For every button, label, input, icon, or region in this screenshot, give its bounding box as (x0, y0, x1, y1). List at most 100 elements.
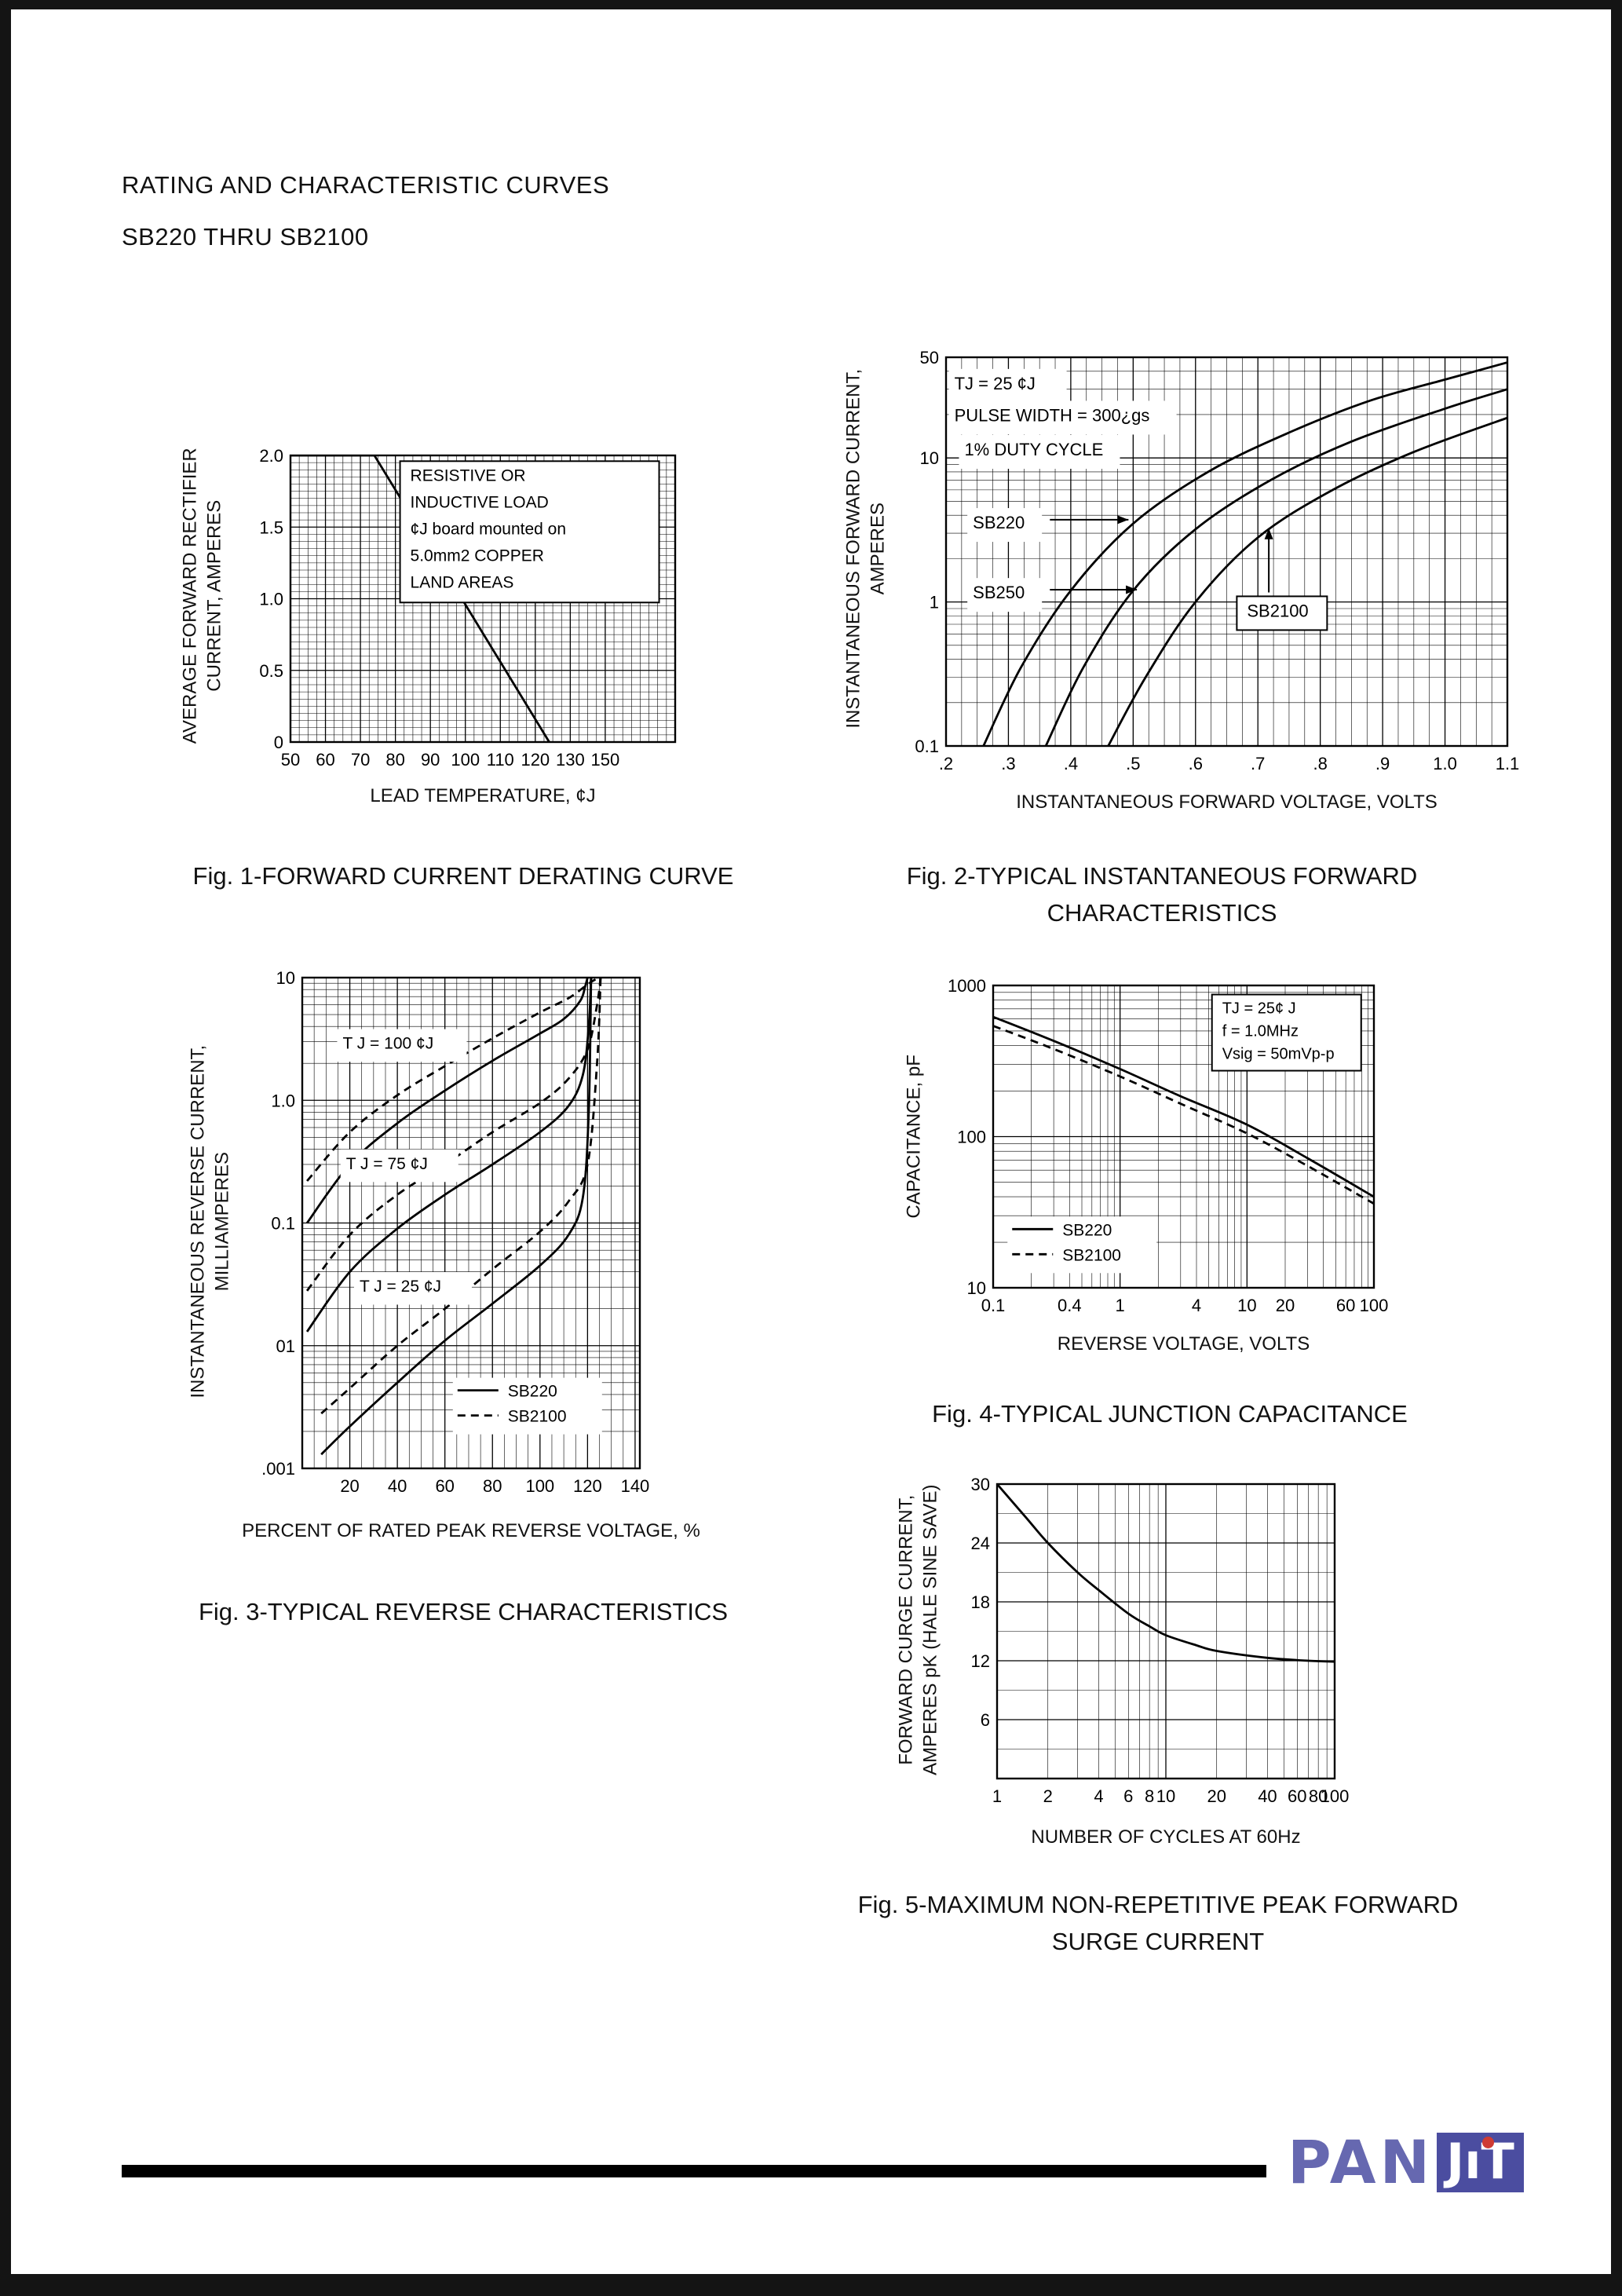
series-surge-current (997, 1484, 1335, 1663)
annotation-bg (337, 1029, 467, 1062)
x-tick-label: 80 (385, 750, 404, 770)
fig4-caption: Fig. 4-TYPICAL JUNCTION CAPACITANCE (932, 1400, 1408, 1428)
y-tick-label: 1000 (948, 976, 986, 996)
x-tick-label: 20 (1207, 1786, 1226, 1806)
annotation-text: T J = 100 ¢J (342, 1035, 433, 1053)
y-tick-label: 2.0 (259, 448, 283, 466)
x-tick-label: 80 (483, 1476, 502, 1496)
x-tick-label: .5 (1126, 754, 1140, 773)
series-SB220 (982, 361, 1507, 746)
fig5-x-axis-label: NUMBER OF CYCLES AT 60Hz (1031, 1826, 1301, 1848)
fig3-y-axis-label: INSTANTANEOUS REVERSE CURRENT, MILLIAMPE… (187, 1044, 232, 1398)
x-tick-label: 1 (992, 1786, 1002, 1806)
series-SB2100-TJ25 (320, 978, 602, 1415)
x-tick-label: 20 (1276, 1296, 1295, 1315)
plot-border (289, 454, 677, 744)
y-tick-label: 10 (920, 448, 939, 468)
plot-border (992, 984, 1375, 1289)
y-tick-label: 50 (920, 348, 939, 367)
x-tick-label: 60 (1336, 1296, 1355, 1315)
legend-label: SB2100 (508, 1408, 567, 1426)
series-SB2100-TJ75 (305, 978, 602, 1292)
y-tick-label: 0.5 (259, 661, 283, 681)
y-tick-label: 10 (967, 1278, 986, 1298)
x-tick-label: .4 (1064, 754, 1078, 773)
page-subtitle: SB220 THRU SB2100 (122, 223, 369, 250)
x-tick-label: .8 (1313, 754, 1327, 773)
series-SB250 (1044, 388, 1507, 746)
series-group (305, 978, 602, 1456)
logo-text-pan: PAN (1288, 2127, 1434, 2197)
annotation-bg (959, 435, 1120, 469)
x-tick-label: 10 (1156, 1786, 1175, 1806)
x-tick-label: 10 (1237, 1296, 1256, 1315)
y-tick-label: 12 (971, 1651, 990, 1671)
x-tick-label: 20 (340, 1476, 359, 1496)
x-tick-label: .9 (1375, 754, 1390, 773)
fig3-caption: Fig. 3-TYPICAL REVERSE CHARACTERISTICS (198, 1598, 729, 1625)
annotation-box (1211, 993, 1362, 1072)
x-tick-label: 150 (591, 750, 620, 770)
y-tick-label: 30 (971, 1476, 990, 1494)
x-tick-label: 100 (1321, 1786, 1350, 1806)
annotation-text: f = 1.0MHz (1222, 1023, 1299, 1040)
series-SB220-TJ100 (305, 978, 589, 1224)
x-tick-label: 60 (435, 1476, 454, 1496)
y-tick-label: 10 (276, 970, 295, 988)
legend-bg (1007, 1216, 1157, 1274)
x-tick-label: 6 (1123, 1786, 1133, 1806)
series-SB220 (993, 1015, 1374, 1198)
x-tick-label: 50 (281, 750, 300, 770)
logo-red-dot (1482, 2137, 1495, 2148)
annotation-text: 5.0mm2 COPPER (411, 547, 544, 565)
x-tick-label: 40 (1258, 1786, 1277, 1806)
fig1-y-axis-label: AVERAGE FORWARD RECTIFIER CURRENT, AMPER… (179, 448, 225, 744)
x-tick-label: .3 (1001, 754, 1015, 773)
fig2-x-axis-label: INSTANTANEOUS FORWARD VOLTAGE, VOLTS (1016, 792, 1438, 813)
legend-bg (452, 1377, 602, 1435)
legend-label: SB2100 (1062, 1246, 1121, 1264)
fig4-y-axis-label: CAPACITANCE, pF (903, 1055, 925, 1219)
x-tick-label: 40 (388, 1476, 407, 1496)
annotation-text: T J = 25 ¢J (360, 1278, 441, 1296)
fig3-chart: 20 40 60 80 100 120 140 10 1.0 0.1 01 .001 T J = 100… (261, 970, 649, 1496)
y-tick-label: .001 (261, 1459, 295, 1479)
annotation-text: ¢J board mounted on (411, 520, 566, 538)
x-tick-label: .2 (939, 754, 953, 773)
plot-border (301, 976, 641, 1470)
x-tick-label: 100 (525, 1476, 554, 1496)
annotation-box (399, 460, 660, 604)
y-tick-label: 0.1 (915, 737, 939, 756)
fig3-x-axis-label: PERCENT OF RATED PEAK REVERSE VOLTAGE, % (242, 1520, 700, 1541)
x-tick-label: 100 (451, 750, 480, 770)
footer-rule (122, 2165, 1266, 2177)
y-tick-label: 01 (276, 1336, 295, 1356)
annotation-text: PULSE WIDTH = 300¿gs (955, 405, 1150, 425)
annotation-bg (948, 400, 1177, 435)
annotation-text: Vsig = 50mVp-p (1222, 1046, 1335, 1063)
y-tick-label: 1.5 (259, 517, 283, 537)
annotation-text: LAND AREAS (411, 573, 514, 591)
y-tick-label: 1 (930, 593, 939, 612)
y-tick-label: 6 (981, 1710, 990, 1730)
fig2-y-axis-label: INSTANTANEOUS FORWARD CURRENT, AMPERES (842, 368, 888, 729)
x-tick-label: 1 (1116, 1296, 1125, 1315)
series-group (993, 1015, 1374, 1205)
x-tick-label: 70 (351, 750, 370, 770)
legend-label: SB220 (1062, 1221, 1112, 1239)
x-tick-label: 110 (487, 750, 514, 770)
x-tick-label: 2 (1043, 1786, 1053, 1806)
annotation-bg (967, 508, 1043, 543)
fig2-chart: .2 .3 .4 .5 .6 .7 .8 .9 1.0 1.1 50 10 1 0.1 TJ = 25 ¢J… (915, 348, 1519, 773)
x-tick-label: 0.1 (981, 1296, 1006, 1315)
fig4-x-axis-label: REVERSE VOLTAGE, VOLTS (1057, 1333, 1310, 1355)
x-tick-label: 0.4 (1058, 1296, 1082, 1315)
x-tick-label: 4 (1094, 1786, 1103, 1806)
plot-border (944, 356, 1509, 748)
logo-text-jit: JıT (1437, 2133, 1524, 2192)
series-group (290, 455, 550, 742)
fig1-caption: Fig. 1-FORWARD CURRENT DERATING CURVE (192, 862, 734, 890)
plot-border (995, 1483, 1336, 1780)
annotation-text: SB2100 (1247, 601, 1308, 620)
